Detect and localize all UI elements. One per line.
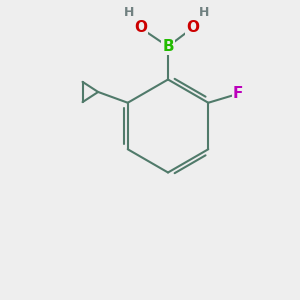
- Text: F: F: [233, 86, 244, 101]
- Text: H: H: [199, 6, 209, 19]
- Text: H: H: [124, 6, 134, 19]
- Text: O: O: [134, 20, 147, 35]
- Text: O: O: [186, 20, 199, 35]
- Text: B: B: [162, 39, 174, 54]
